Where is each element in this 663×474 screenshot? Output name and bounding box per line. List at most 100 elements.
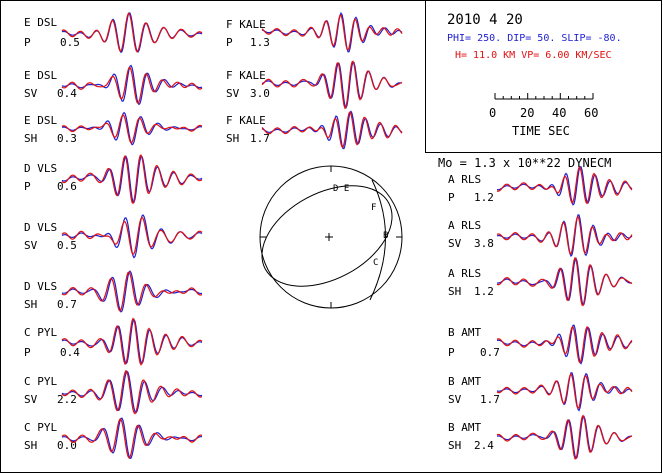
depth-velocity-text: H= 11.0 KM VP= 6.00 KM/SEC [455,50,612,61]
phase-label: SV [24,393,38,406]
waveform-panel [496,324,633,365]
observed-waveform [61,417,203,460]
amplitude-label: 1.7 [480,393,500,406]
waveform-panel [61,369,203,415]
synthetic-waveform [61,369,203,415]
station-name: A RLS [448,219,481,232]
time-tick-20: 20 [520,106,534,120]
synthetic-waveform [61,271,203,312]
station-labels: E DSL P 0.5 E DSL SV 0.4 E DSL SH 0.3 D … [24,16,500,452]
sphere-label-c: C [373,258,378,268]
focal-sphere: D E F B C [259,165,403,309]
amplitude-label: 3.8 [474,237,494,250]
amplitude-label: 0.5 [57,239,77,252]
observed-waveform [496,257,632,306]
mechanism-text: PHI= 250. DIP= 50. SLIP= -80. [447,33,622,44]
time-tick-40: 40 [552,106,566,120]
station-name: E DSL [24,16,57,29]
phase-label: SH [448,285,461,298]
station-name: F KALE [226,114,266,127]
event-date: 2010 4 20 [447,12,523,28]
waveform-panel [496,214,633,258]
observed-waveform [496,166,633,206]
synthetic-waveform [61,66,203,105]
phase-label: SH [24,298,37,311]
waveform-panel [61,317,203,366]
synthetic-waveform [261,14,403,51]
observed-waveform [261,61,403,110]
sphere-label-b: B [383,231,388,241]
waveform-panel [261,12,403,53]
seismic-moment: Mo = 1.3 x 10**22 DYNECM [438,156,611,170]
time-scale-label: TIME SEC [512,124,570,138]
phase-label: SV [24,239,38,252]
amplitude-label: 0.5 [60,36,80,49]
station-name: D VLS [24,221,57,234]
observed-waveform [61,270,203,313]
phase-label: SV [226,87,240,100]
waveform-panel [261,110,403,150]
amplitude-label: 0.6 [57,180,77,193]
station-name: A RLS [448,267,481,280]
station-name: F KALE [226,18,266,31]
phase-label: P [24,346,31,359]
phase-label: SV [24,87,38,100]
phase-label: P [24,36,31,49]
station-name: B AMT [448,375,481,388]
amplitude-label: 3.0 [250,87,270,100]
waveform-panel [496,256,633,307]
station-name: C PYL [24,421,57,434]
amplitude-label: 1.2 [474,285,494,298]
station-name: F KALE [226,69,266,82]
waveform-panel [61,417,203,460]
nodal-plane-1 [261,185,393,287]
time-scale-minor-ticks [494,93,594,99]
observed-waveform [496,214,633,258]
amplitude-label: 0.4 [60,346,80,359]
synthetic-waveform [61,418,203,459]
waveform-panel [261,60,403,110]
amplitude-label: 1.2 [474,191,494,204]
waveform-panel [61,154,203,205]
station-name: A RLS [448,173,481,186]
synthetic-waveform [61,216,203,256]
synthetic-waveform [61,154,203,205]
synthetic-waveform [496,373,633,410]
sphere-label-de: D E [333,184,349,194]
synthetic-waveform [496,215,633,255]
observed-waveform [61,318,203,365]
station-name: B AMT [448,421,481,434]
waveform-panel [61,111,203,146]
synthetic-waveform [496,256,633,307]
phase-label: P [448,191,455,204]
station-name: D VLS [24,280,57,293]
waveform-panel [61,12,203,54]
time-scale: 0 20 40 60 TIME SEC [489,93,598,138]
synthetic-waveform [61,114,203,144]
station-name: C PYL [24,375,57,388]
waveform-traces [61,12,633,460]
amplitude-label: 0.3 [57,132,77,145]
time-tick-60: 60 [584,106,598,120]
amplitude-label: 1.7 [250,132,270,145]
waveform-panel [496,166,633,206]
waveform-panel [496,372,633,412]
synthetic-waveform [496,414,633,460]
station-name: B AMT [448,326,481,339]
synthetic-waveform [61,317,203,366]
time-tick-0: 0 [489,106,496,120]
phase-label: SH [226,132,239,145]
waveform-panel [61,64,203,106]
info-box-frame [425,0,662,153]
synthetic-waveform [261,60,403,110]
observed-waveform [496,324,633,365]
amplitude-label: 2.4 [474,439,494,452]
synthetic-waveform [61,12,203,53]
synthetic-waveform [496,167,633,205]
phase-label: P [226,36,233,49]
station-name: E DSL [24,114,57,127]
phase-label: P [24,180,31,193]
